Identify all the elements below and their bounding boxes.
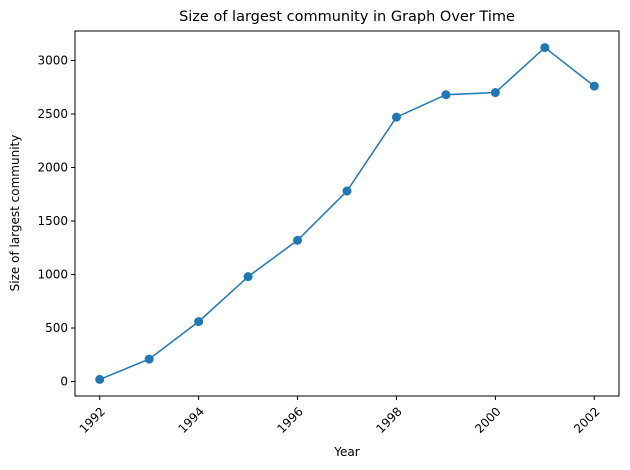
- x-tick-label: 1994: [175, 404, 206, 435]
- y-tick-label: 1000: [37, 268, 68, 282]
- data-point: [243, 272, 253, 282]
- data-point: [391, 112, 401, 122]
- y-tick-label: 500: [45, 321, 68, 335]
- x-axis-label: Year: [333, 445, 359, 459]
- x-tick-label: 1992: [77, 404, 108, 435]
- data-point: [194, 317, 204, 327]
- x-tick-label: 1996: [274, 404, 305, 435]
- x-axis-ticks: 1992 1994 1996 1998 2000 2002: [77, 396, 603, 436]
- data-point: [589, 81, 599, 91]
- chart-title: Size of largest community in Graph Over …: [179, 9, 515, 25]
- y-axis-label: Size of largest community: [8, 135, 22, 292]
- data-points: [95, 43, 599, 384]
- plot-frame: [74, 30, 620, 397]
- y-tick-label: 1500: [37, 214, 68, 228]
- data-point: [441, 90, 451, 100]
- x-tick-label: 2000: [472, 404, 503, 435]
- data-point: [540, 43, 550, 53]
- series-line: [99, 46, 595, 381]
- data-point: [342, 186, 352, 196]
- data-point: [144, 354, 154, 364]
- plot-area: 1992 1994 1996 1998 2000 2002 0 500 1000 1500 200…: [37, 30, 620, 436]
- y-tick-label: 0: [60, 375, 68, 389]
- data-point: [95, 374, 105, 384]
- y-tick-label: 2000: [37, 160, 68, 174]
- x-tick-label: 1998: [373, 404, 404, 435]
- data-point: [490, 88, 500, 98]
- x-tick-label: 2002: [571, 404, 602, 435]
- y-tick-label: 2500: [37, 107, 68, 121]
- data-point: [293, 235, 303, 245]
- y-axis-ticks: 0 500 1000 1500 2000 2500 3000: [37, 53, 75, 389]
- y-tick-label: 3000: [37, 53, 68, 67]
